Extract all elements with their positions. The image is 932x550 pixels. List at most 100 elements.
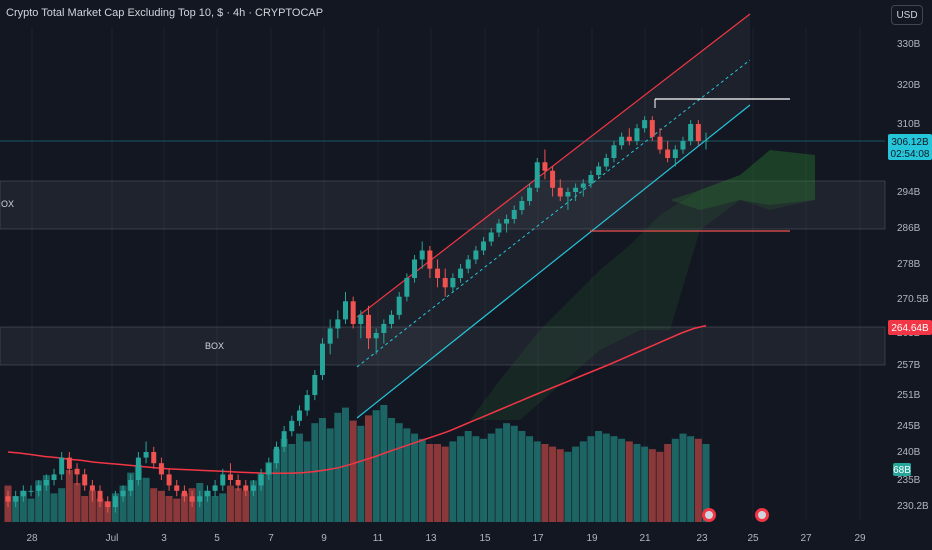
x-tick-label: 15 <box>479 533 491 544</box>
candle-body <box>534 162 540 188</box>
candle-body <box>181 490 187 497</box>
volume-bar <box>96 498 104 522</box>
volume-bar <box>272 449 280 522</box>
countdown-value: 02:54:08 <box>891 149 930 160</box>
volume-bar <box>58 488 66 522</box>
volume-bar <box>180 493 188 522</box>
volume-bar <box>211 496 219 522</box>
candle-body <box>128 480 134 491</box>
y-tick-label: 245B <box>897 421 921 432</box>
x-tick-label: 19 <box>586 533 598 544</box>
candle-body <box>665 149 671 158</box>
candle-body <box>642 120 648 129</box>
volume-bar <box>671 438 679 522</box>
x-tick-label: 28 <box>26 533 38 544</box>
y-tick-label: 235B <box>897 475 921 486</box>
candle-body <box>112 496 118 508</box>
volume-bar <box>280 438 288 522</box>
y-tick-label: 330B <box>897 39 921 50</box>
volume-bar <box>73 483 81 522</box>
candle-body <box>59 457 65 475</box>
candle-body <box>204 490 210 497</box>
price-axis[interactable]: 330B320B310B294B286B278B270.5B263B257B25… <box>897 39 929 512</box>
volume-bar <box>595 431 603 522</box>
volume-bar <box>50 493 58 522</box>
volume-bar <box>311 423 319 522</box>
y-tick-label: 230.2B <box>897 501 929 512</box>
volume-bar <box>27 498 35 522</box>
volume-bar <box>480 438 488 522</box>
candle-body <box>557 187 563 197</box>
candle-body <box>542 162 548 171</box>
y-tick-label: 294B <box>897 187 921 198</box>
volume-bar <box>265 462 273 522</box>
candle-body <box>189 496 195 502</box>
volume-bar <box>464 431 472 522</box>
last-price-tag <box>888 134 932 160</box>
volume-bar <box>602 433 610 522</box>
candle-body <box>703 140 709 142</box>
candle-body <box>527 187 533 201</box>
volume-bar <box>495 428 503 522</box>
time-axis[interactable]: 28 Jul 3 5 7 9 11 13 15 17 19 21 23 25 27 29 <box>26 533 866 544</box>
candle-body <box>680 141 686 150</box>
volume-value: 68B <box>893 465 911 476</box>
candle-body <box>419 250 425 260</box>
volume-bar <box>12 496 20 522</box>
volume-bar <box>203 490 211 522</box>
volume-bar <box>42 475 50 522</box>
candle-body <box>143 452 149 458</box>
volume-bar <box>295 433 303 522</box>
candle-body <box>580 183 586 188</box>
y-tick-label: 240B <box>897 447 921 458</box>
volume-bar <box>449 441 457 522</box>
volume-bar <box>157 490 165 522</box>
volume-bar <box>633 444 641 522</box>
candle-body <box>166 474 172 486</box>
volume-bar <box>426 444 434 522</box>
volume-bar <box>326 428 334 522</box>
candle-body <box>442 278 448 288</box>
ma-tag <box>888 320 932 335</box>
box-zone-lower <box>0 326 886 366</box>
candle-body <box>358 314 364 324</box>
volume-bar <box>411 433 419 522</box>
volume-bar <box>395 423 403 522</box>
x-tick-label: 21 <box>639 533 651 544</box>
box-zone-upper <box>0 180 886 230</box>
volume-bar <box>687 436 695 522</box>
volume-bar <box>518 431 526 522</box>
volume-bar <box>365 415 373 522</box>
currency-button[interactable]: USD <box>891 5 923 25</box>
event-marker-inner <box>705 511 713 519</box>
candle-body <box>473 250 479 260</box>
volume-bar <box>65 470 73 522</box>
candle-body <box>672 149 678 158</box>
volume-bar <box>19 490 27 522</box>
x-tick-label: 17 <box>532 533 544 544</box>
candle-body <box>511 210 517 219</box>
volume-bar <box>587 436 595 522</box>
candle-body <box>596 166 602 175</box>
candle-body <box>404 278 410 297</box>
candle-body <box>588 175 594 184</box>
channel-mid-line <box>356 59 751 368</box>
event-marker-inner <box>758 511 766 519</box>
channel-fill <box>357 14 750 418</box>
x-tick-label: 29 <box>854 533 866 544</box>
channel-bottom-line <box>356 104 751 419</box>
candle-body <box>220 474 226 486</box>
x-tick-label: Jul <box>106 533 119 544</box>
candle-body <box>619 136 625 146</box>
candle-body <box>381 323 387 333</box>
volume-bar <box>150 488 158 522</box>
candle-body <box>626 136 632 141</box>
box-label-lower: BOX <box>205 341 224 351</box>
volume-bar <box>219 493 227 522</box>
volume-bar <box>35 480 43 522</box>
volume-bar <box>541 444 549 522</box>
candle-body <box>396 296 402 315</box>
candle-body <box>603 158 609 167</box>
chart-title: Crypto Total Market Cap Excluding Top 10… <box>6 7 323 19</box>
